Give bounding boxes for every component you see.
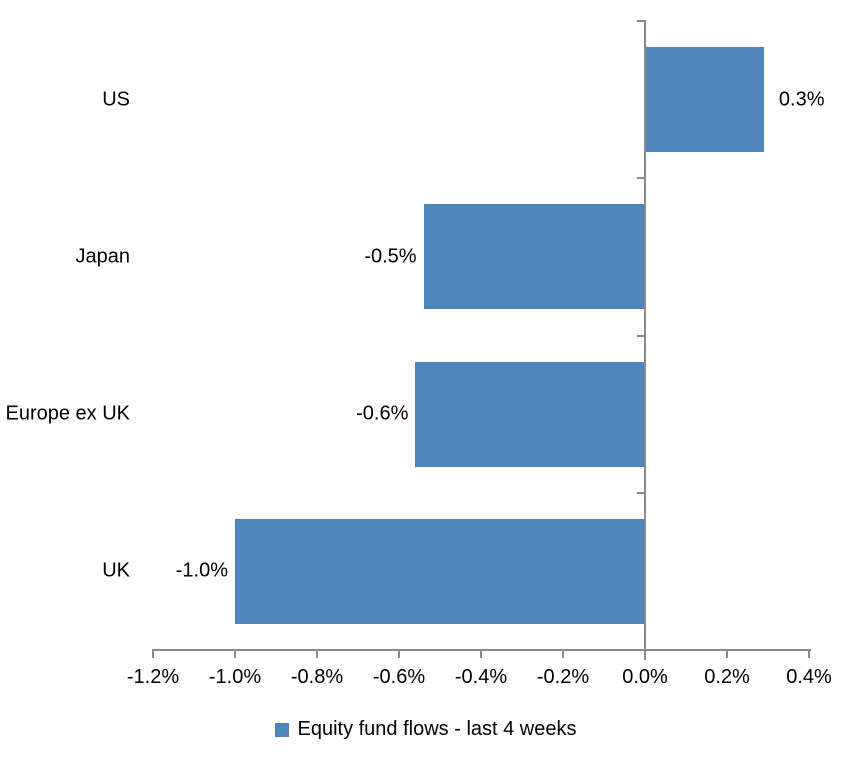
- category-label-japan: Japan: [75, 245, 131, 268]
- bar-uk: [235, 518, 645, 624]
- x-axis-tick: [562, 649, 564, 658]
- x-tick-label-0.0: 0.0%: [622, 666, 668, 688]
- x-axis-tick: [316, 649, 318, 658]
- category-axis-tick: [637, 491, 645, 494]
- category-label-uk: UK: [102, 559, 130, 582]
- bar-us: [645, 47, 764, 153]
- x-tick-label-1.0: -1.0%: [208, 666, 262, 688]
- x-tick-label-0.4: -0.4%: [454, 666, 508, 688]
- legend-color-swatch: [275, 722, 290, 737]
- x-axis-tick: [644, 649, 646, 658]
- data-label-europe-ex-uk: -0.6%: [356, 402, 409, 425]
- legend: Equity fund flows - last 4 weeks: [0, 718, 852, 741]
- x-tick-label-0.2: -0.2%: [536, 666, 590, 688]
- category-axis-tick: [637, 177, 645, 180]
- x-tick-label-1.2: -1.2%: [126, 666, 180, 688]
- x-tick-label-0.4: 0.4%: [786, 666, 832, 688]
- x-tick-label-0.2: 0.2%: [704, 666, 750, 688]
- x-axis-tick: [234, 649, 236, 658]
- data-label-us: 0.3%: [778, 88, 825, 111]
- x-axis-tick: [726, 649, 728, 658]
- bar-europe-ex-uk: [415, 361, 645, 467]
- category-label-europe-ex-uk: Europe ex UK: [5, 402, 130, 425]
- legend-label: Equity fund flows - last 4 weeks: [297, 718, 577, 740]
- category-axis-tick: [637, 334, 645, 337]
- x-axis-tick: [808, 649, 810, 658]
- category-axis-tick: [637, 20, 645, 22]
- x-axis-line: [153, 649, 811, 651]
- data-label-uk: -1.0%: [175, 559, 228, 582]
- x-axis-tick: [398, 649, 400, 658]
- zero-value-axis-line: [644, 20, 646, 660]
- data-label-japan: -0.5%: [364, 245, 417, 268]
- x-tick-label-0.6: -0.6%: [372, 666, 426, 688]
- x-tick-label-0.8: -0.8%: [290, 666, 344, 688]
- x-axis-tick: [152, 649, 154, 658]
- category-label-us: US: [102, 88, 130, 111]
- bar-japan: [423, 204, 645, 310]
- x-axis-tick: [480, 649, 482, 658]
